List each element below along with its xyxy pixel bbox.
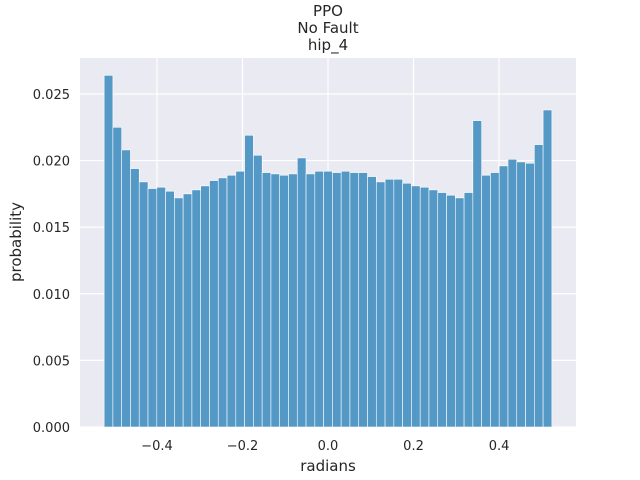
- histogram-bar: [253, 154, 263, 428]
- histogram-bar: [288, 173, 298, 428]
- histogram-bar: [534, 144, 544, 428]
- histogram-bar: [384, 178, 395, 428]
- histogram-bar: [507, 158, 518, 428]
- histogram-bar: [340, 170, 351, 428]
- histogram-bar: [463, 192, 474, 428]
- histogram-bar: [270, 173, 281, 428]
- histogram-bar: [481, 174, 491, 428]
- x-tick-label: 0.0: [318, 439, 339, 454]
- x-tick-labels: −0.4 −0.2 0.0 0.2 0.4: [141, 439, 509, 454]
- histogram-bar: [437, 192, 447, 428]
- histogram-bar: [446, 194, 456, 428]
- histogram-bar: [121, 149, 131, 428]
- histogram-bar: [349, 172, 360, 428]
- histogram-bar: [411, 185, 421, 428]
- x-tick-label: 0.2: [403, 439, 424, 454]
- histogram-bar: [296, 157, 307, 428]
- histogram-bar: [130, 168, 140, 428]
- y-tick-label: 0.015: [33, 221, 70, 236]
- y-tick-label: 0.025: [33, 88, 70, 103]
- histogram-bar: [112, 126, 122, 428]
- histogram-bar: [455, 197, 465, 428]
- histogram-bar: [103, 75, 114, 428]
- histogram-bar: [516, 161, 526, 428]
- histogram-bar: [323, 170, 333, 428]
- histogram-bar: [156, 186, 166, 428]
- histogram-bar: [138, 181, 149, 428]
- histogram-bar: [419, 186, 430, 428]
- y-axis-label: probability: [7, 202, 25, 282]
- histogram-bar: [191, 189, 201, 428]
- x-axis-label: radians: [300, 457, 356, 475]
- y-tick-label: 0.010: [33, 288, 70, 303]
- x-tick-label: 0.4: [489, 439, 510, 454]
- histogram-bar: [332, 172, 342, 428]
- histogram-bar: [174, 197, 184, 428]
- title-line-1: PPO: [313, 2, 343, 20]
- histogram-bar: [217, 177, 228, 428]
- histogram-bar: [147, 188, 158, 428]
- histogram-bar: [226, 174, 237, 428]
- title-line-3: hip_4: [308, 36, 348, 55]
- histogram-bar: [200, 185, 210, 428]
- histogram-bar: [314, 170, 324, 428]
- histogram-bar: [209, 180, 219, 428]
- title-line-2: No Fault: [297, 19, 358, 37]
- histogram-bar: [182, 193, 193, 428]
- histogram-bar: [542, 109, 553, 428]
- histogram-bar: [305, 173, 316, 428]
- histogram-bar: [165, 190, 175, 428]
- histogram-bar: [375, 181, 386, 428]
- histogram-bar: [367, 176, 377, 428]
- histogram-bar: [490, 172, 500, 428]
- histogram-bar: [279, 174, 289, 428]
- y-tick-label: 0.005: [33, 354, 70, 369]
- histogram-bar: [525, 162, 535, 428]
- y-tick-label: 0.000: [33, 421, 70, 436]
- chart-title: PPO No Fault hip_4: [297, 2, 358, 55]
- y-tick-label: 0.020: [33, 155, 70, 170]
- histogram-bar: [393, 178, 403, 428]
- histogram-bar: [261, 172, 272, 428]
- histogram-bar: [235, 170, 245, 428]
- histogram-bars: [103, 75, 553, 428]
- histogram-bar: [428, 189, 439, 428]
- y-tick-labels: 0.000 0.005 0.010 0.015 0.020 0.025: [33, 88, 70, 436]
- histogram-bar: [244, 134, 254, 428]
- histogram-bar: [498, 165, 509, 428]
- histogram-bar: [402, 182, 412, 428]
- histogram-bar: [358, 172, 368, 428]
- x-tick-label: −0.2: [227, 439, 259, 454]
- histogram-bar: [472, 120, 482, 428]
- x-tick-label: −0.4: [141, 439, 173, 454]
